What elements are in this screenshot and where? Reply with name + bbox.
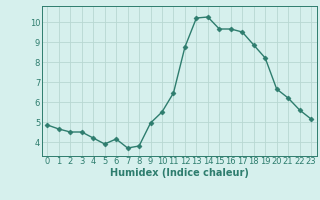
X-axis label: Humidex (Indice chaleur): Humidex (Indice chaleur) <box>110 168 249 178</box>
